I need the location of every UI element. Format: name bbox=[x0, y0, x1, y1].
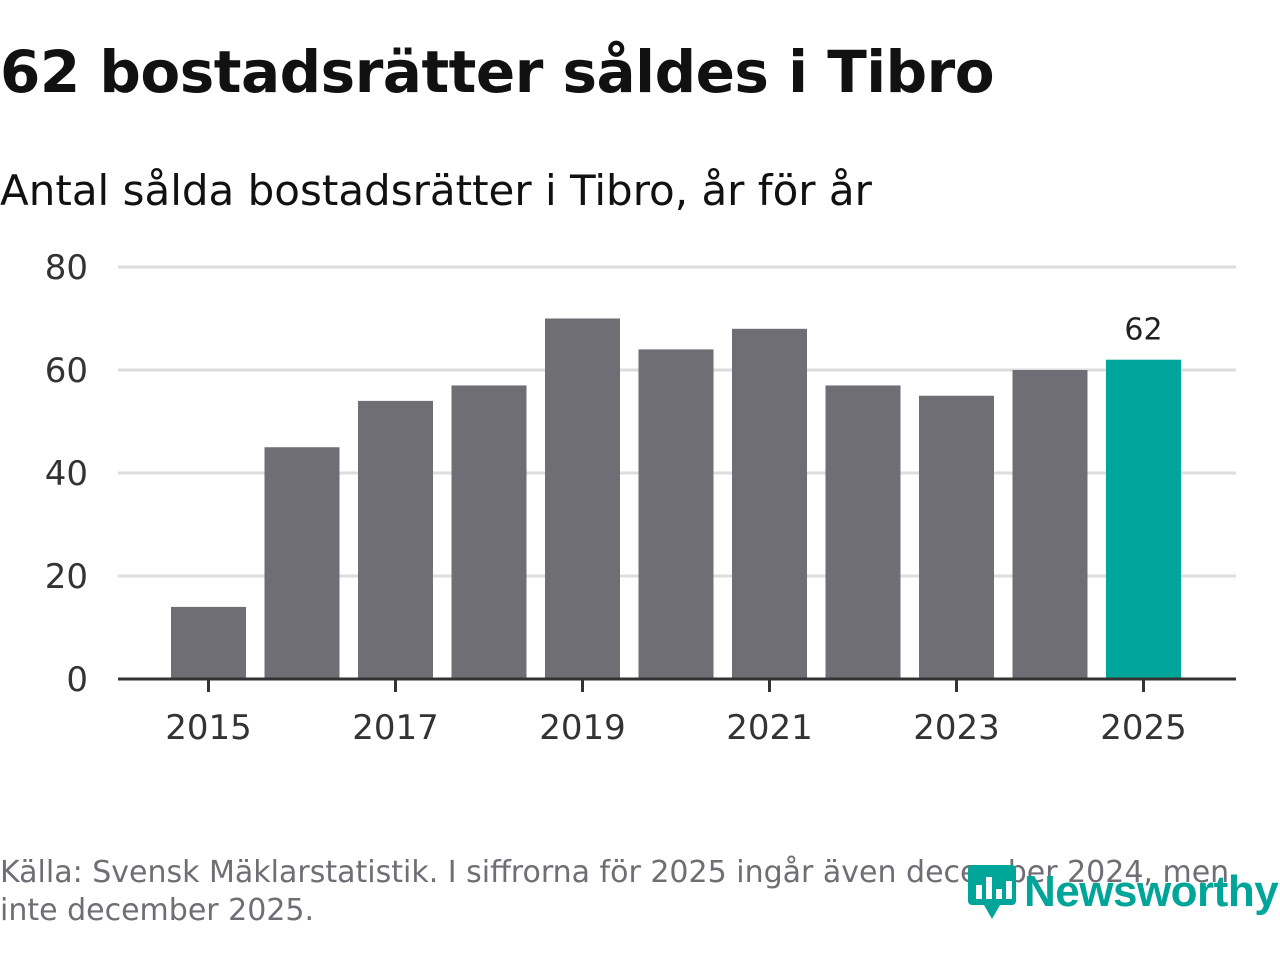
x-tick-label: 2017 bbox=[352, 708, 439, 748]
bar-2019 bbox=[545, 318, 620, 679]
bar-2025 bbox=[1106, 359, 1181, 679]
y-tick-label: 80 bbox=[45, 248, 88, 288]
x-tick-label: 2025 bbox=[1100, 708, 1187, 748]
brand-logo: Newsworthy bbox=[966, 862, 1279, 922]
source-note: Källa: Svensk Mäklarstatistik. I siffror… bbox=[0, 855, 1230, 928]
bar-2023 bbox=[919, 395, 994, 679]
bar-2015 bbox=[171, 606, 246, 679]
bar-2016 bbox=[264, 447, 340, 679]
bar-2024 bbox=[1012, 370, 1088, 679]
bar-2021 bbox=[732, 328, 807, 679]
y-tick-label: 60 bbox=[45, 351, 88, 391]
brand-name: Newsworthy bbox=[1024, 867, 1279, 916]
chart-subtitle: Antal sålda bostadsrätter i Tibro, år fö… bbox=[0, 166, 872, 215]
x-tick-label: 2023 bbox=[913, 708, 1000, 748]
data-label: 62 bbox=[1124, 313, 1162, 348]
y-tick-label: 40 bbox=[45, 454, 88, 494]
bar-chart: 0 20 40 60 80 2015 2017 2019 2021 2023 2025 62 bbox=[45, 248, 1236, 748]
y-tick-label: 0 bbox=[66, 660, 88, 700]
bar-2022 bbox=[825, 385, 901, 679]
newsworthy-logo-icon bbox=[968, 865, 1016, 919]
chart-title: 62 bostadsrätter såldes i Tibro bbox=[0, 38, 995, 106]
x-tick-label: 2019 bbox=[539, 708, 626, 748]
x-tick-label: 2021 bbox=[726, 708, 813, 748]
bar-2020 bbox=[638, 349, 714, 679]
bar-2018 bbox=[451, 385, 527, 679]
y-tick-label: 20 bbox=[45, 557, 88, 597]
bar-2017 bbox=[358, 400, 433, 679]
x-tick-label: 2015 bbox=[165, 708, 252, 748]
